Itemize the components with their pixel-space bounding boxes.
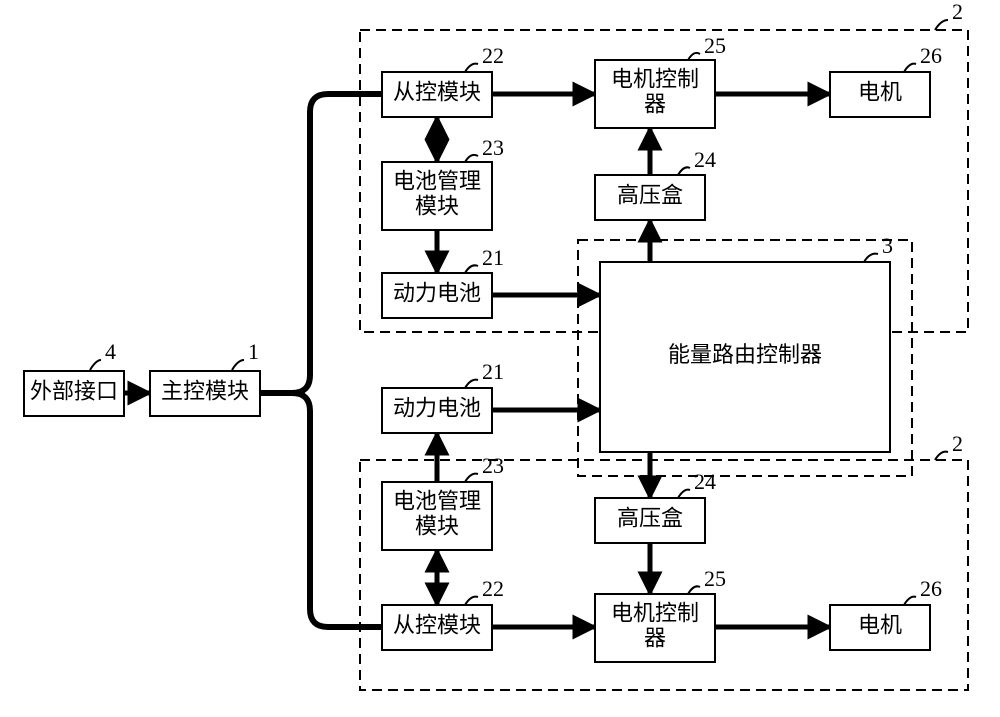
tag-curve-bms_top [465,155,478,162]
tag-curve-slave_bot [465,597,478,605]
label-bms_top-0: 电池管理 [393,168,481,193]
tag-num-motor_top: 26 [920,43,942,68]
tag-num-group_top: 2 [952,0,963,24]
tag-curve-hvbox_bot [678,490,690,498]
tag-num-main_ctrl: 1 [248,339,259,364]
tag-curve-batt_top [465,265,478,273]
label-batt_bot-0: 动力电池 [393,396,481,421]
tag-num-slave_bot: 22 [482,576,504,601]
tag-num-motor_bot: 26 [920,576,942,601]
tag-num-batt_top: 21 [482,245,504,270]
tag-num-hvbox_bot: 24 [694,469,716,494]
label-bms_bot-0: 电池管理 [393,488,481,513]
label-hvbox_bot-0: 高压盒 [617,506,683,531]
label-main_ctrl-0: 主控模块 [161,379,249,404]
tag-curve-main_ctrl [232,360,244,370]
tag-num-motor_ctrl_t: 25 [704,33,726,58]
tag-curve-motor_ctrl_b [688,586,700,594]
label-ext_if-0: 外部接口 [30,379,118,404]
tag-curve-group_top [935,20,948,30]
label-hvbox_top-0: 高压盒 [617,183,683,208]
tag-curve-bms_bot [465,474,478,482]
diagram-canvas: 外部接口主控模块从控模块电机控制器电机电池管理模块高压盒动力电池能量路由控制器动… [0,0,1000,717]
tag-curve-slave_top [465,64,478,72]
tag-num-ext_if: 4 [105,339,116,364]
tag-num-bms_bot: 23 [482,453,504,478]
tag-curve-hvbox_top [678,167,690,175]
tag-curve-motor_ctrl_t [688,53,700,60]
tag-curve-motor_bot [904,597,916,605]
tag-curve-group_bot [935,452,948,460]
label-router-0: 能量路由控制器 [668,342,822,367]
tag-num-router: 3 [882,233,893,258]
label-motor_ctrl_b-1: 器 [644,626,666,651]
label-motor_ctrl_t-0: 电机控制 [611,66,699,91]
label-slave_top-0: 从控模块 [393,80,481,105]
label-slave_bot-0: 从控模块 [393,613,481,638]
bus-up [260,94,382,393]
tag-num-bms_top: 23 [482,135,504,160]
tag-num-hvbox_top: 24 [694,147,716,172]
tag-num-group_bot: 2 [952,431,963,456]
tag-num-motor_ctrl_b: 25 [704,566,726,591]
label-batt_top-0: 动力电池 [393,281,481,306]
tag-curve-ext_if [90,360,101,370]
label-motor_ctrl_b-0: 电机控制 [611,600,699,625]
tag-num-batt_bot: 21 [482,359,504,384]
label-motor_bot-0: 电机 [858,613,902,638]
label-motor_ctrl_t-1: 器 [644,92,666,117]
tag-curve-motor_top [904,64,916,72]
label-motor_top-0: 电机 [858,80,902,105]
label-bms_top-1: 模块 [415,194,459,219]
label-bms_bot-1: 模块 [415,514,459,539]
tag-num-slave_top: 22 [482,43,504,68]
tag-curve-router [864,254,878,262]
tag-curve-batt_bot [465,380,478,388]
bus-down [260,393,382,627]
